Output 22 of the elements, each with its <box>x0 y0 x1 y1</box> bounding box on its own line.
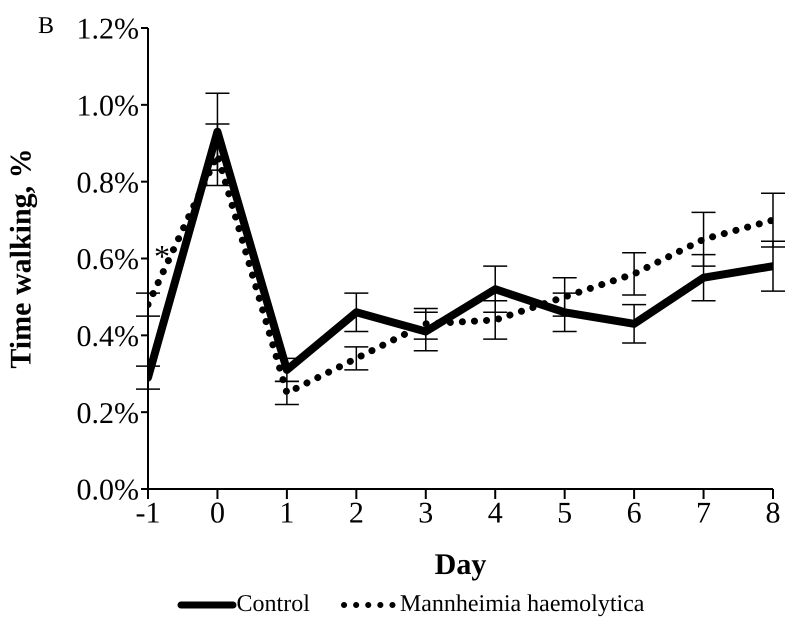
x-tick-label: 1 <box>279 496 294 530</box>
y-axis-title: Time walking, % <box>4 148 38 369</box>
y-tick-label: 0.2% <box>76 396 139 430</box>
x-tick-label: 4 <box>488 496 503 530</box>
x-tick-label: 5 <box>557 496 572 530</box>
x-axis-title: Day <box>434 548 486 581</box>
y-tick-label: 0.8% <box>76 166 139 200</box>
text: B <box>38 13 54 39</box>
legend-label: Mannheimia haemolytica <box>400 591 644 618</box>
y-tick-label: 1.0% <box>76 89 139 122</box>
y-tick-label: 1.2% <box>76 12 139 46</box>
y-tick-label: 0.0% <box>76 474 139 507</box>
x-tick-label: 0 <box>210 496 225 530</box>
x-tick-label: 3 <box>418 496 434 530</box>
y-tick-label: 0.6% <box>76 243 139 276</box>
y-tick-label: 0.4% <box>76 320 139 353</box>
x-tick-label: 7 <box>696 496 712 530</box>
x-tick-label: 6 <box>626 496 642 530</box>
x-tick-label: 2 <box>348 496 364 530</box>
annotation: * <box>154 238 170 274</box>
legend-label: Control <box>236 591 310 618</box>
x-tick-label: 8 <box>766 496 780 530</box>
